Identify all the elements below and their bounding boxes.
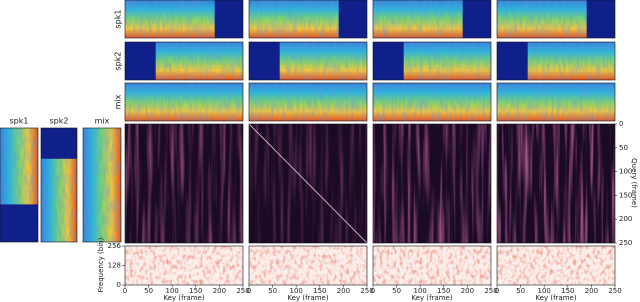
- y-tick-label: 0: [117, 281, 121, 289]
- x-tick-label: 0: [371, 287, 375, 295]
- spectrogram-texture: [249, 83, 367, 121]
- panel-frame: [124, 82, 244, 122]
- frequency-texture: [125, 246, 243, 285]
- x-tick-label: 150: [561, 287, 574, 295]
- y-tick-label: 0: [619, 120, 623, 128]
- silence: [249, 42, 280, 80]
- x-tick-label: 100: [290, 287, 303, 295]
- x-tick-label: 250: [608, 287, 621, 295]
- x-axis-label: Key (frame): [287, 294, 328, 302]
- y-tick-label: 150: [619, 191, 632, 199]
- silence: [462, 0, 491, 38]
- silence: [586, 0, 615, 38]
- panel-frame: [248, 245, 368, 286]
- panel-frame: [496, 41, 616, 81]
- x-tick-label: 150: [437, 287, 450, 295]
- x-axis-label: Key (frame): [411, 294, 452, 302]
- spectrogram-texture: [83, 128, 121, 242]
- panel-frame: [372, 245, 492, 286]
- panel-frame: [372, 82, 492, 122]
- panel-frame: [372, 123, 492, 244]
- y-tick-label: 128: [108, 262, 121, 270]
- panel-frame: [496, 123, 616, 244]
- silence: [214, 0, 243, 38]
- x-axis-label: Key (frame): [535, 294, 576, 302]
- panel-frame: [248, 82, 368, 122]
- y-tick-label: 250: [619, 239, 632, 247]
- attention-texture: [125, 124, 243, 243]
- panel-frame: [124, 123, 244, 244]
- y-axis-label: Query (frame): [630, 158, 638, 208]
- x-tick-label: 50: [268, 287, 277, 295]
- x-tick-label: 50: [392, 287, 401, 295]
- x-tick-label: 150: [189, 287, 202, 295]
- x-tick-label: 0: [495, 287, 499, 295]
- x-tick-label: 250: [360, 287, 373, 295]
- row-label: spk1: [114, 10, 123, 29]
- y-tick-label: 100: [619, 168, 632, 176]
- x-tick-label: 200: [213, 287, 226, 295]
- silence: [373, 42, 404, 80]
- panel-frame: [248, 0, 368, 39]
- spectrogram-texture: [373, 83, 491, 121]
- attention-diagonal: [248, 123, 368, 244]
- x-tick-label: 50: [516, 287, 525, 295]
- panel-frame: [0, 127, 39, 243]
- panel-label: spk1: [10, 117, 29, 126]
- spectrogram-texture: [497, 83, 615, 121]
- panel-frame: [496, 0, 616, 39]
- panel-frame: [40, 127, 78, 243]
- panel-frame: [372, 0, 492, 39]
- panel-frame: [496, 82, 616, 122]
- y-tick-label: 200: [619, 215, 632, 223]
- x-tick-label: 100: [166, 287, 179, 295]
- x-tick-label: 250: [484, 287, 497, 295]
- row-label: spk2: [114, 52, 123, 71]
- y-tick-label: 256: [108, 242, 122, 250]
- panel-frame: [124, 0, 244, 39]
- panel-frame: [496, 245, 616, 286]
- silence: [338, 0, 367, 38]
- frequency-texture: [249, 246, 367, 285]
- x-tick-label: 200: [337, 287, 350, 295]
- panel-frame: [124, 41, 244, 81]
- x-tick-label: 200: [461, 287, 474, 295]
- x-tick-label: 50: [144, 287, 153, 295]
- x-tick-label: 250: [236, 287, 249, 295]
- spectrogram-texture: [125, 83, 243, 121]
- attention-texture: [497, 124, 615, 243]
- silence: [41, 128, 77, 159]
- x-tick-label: 150: [313, 287, 326, 295]
- panel-frame: [248, 123, 368, 244]
- x-axis-label: Key (frame): [163, 294, 204, 302]
- x-tick-label: 0: [123, 287, 127, 295]
- panel-frame: [248, 41, 368, 81]
- y-axis-label: Frequency (bin): [97, 237, 105, 292]
- x-tick-label: 200: [585, 287, 598, 295]
- silence: [0, 204, 38, 242]
- panel-frame: [372, 41, 492, 81]
- silence: [497, 42, 528, 80]
- frequency-texture: [373, 246, 491, 285]
- y-tick-label: 50: [619, 144, 628, 152]
- panel-label: spk2: [50, 117, 69, 126]
- silence: [125, 42, 156, 80]
- x-tick-label: 100: [538, 287, 551, 295]
- row-label: mix: [114, 94, 123, 109]
- frequency-texture: [497, 246, 615, 285]
- x-tick-label: 100: [414, 287, 427, 295]
- x-tick-label: 0: [247, 287, 251, 295]
- panel-frame: [82, 127, 122, 243]
- attention-texture: [373, 124, 491, 243]
- panel-label: mix: [95, 117, 110, 126]
